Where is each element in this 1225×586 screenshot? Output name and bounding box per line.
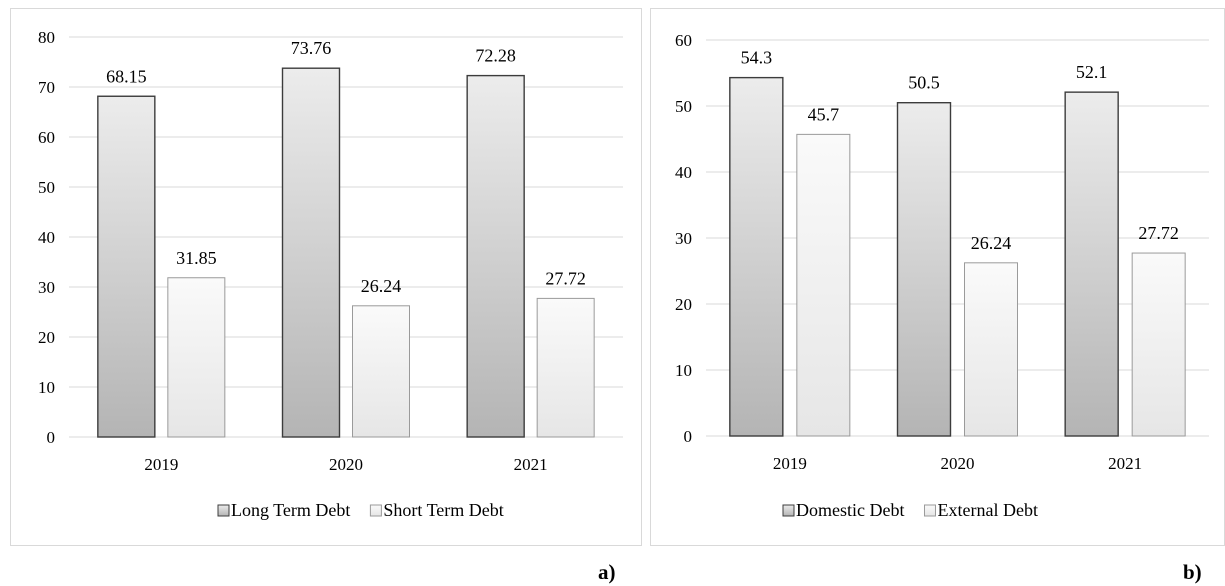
y-tick-label: 20 [675,295,692,314]
y-tick-label: 0 [47,428,56,447]
bar-long-term-debt-2021 [466,74,525,438]
data-label: 31.85 [176,248,217,268]
bar-domestic-debt-2020 [896,101,952,437]
legend-swatch [217,504,230,517]
x-tick-label: 2021 [1108,454,1142,473]
bar-short-term-debt-2020 [352,305,410,438]
y-tick-label: 30 [675,229,692,248]
y-tick-label: 10 [675,361,692,380]
data-label: 50.5 [908,73,940,93]
bar-external-debt-2019 [796,133,851,437]
y-tick-label: 30 [38,278,55,297]
chart-a: 0 10 20 30 40 50 60 70 80 68.15 31.85 2019 73.76 26.2… [38,28,623,520]
y-tick-label: 60 [38,128,55,147]
legend-label: Long Term Debt [231,500,350,520]
x-tick-label: 2019 [773,454,807,473]
bar-external-debt-2020 [964,262,1018,437]
data-label: 26.24 [971,233,1012,253]
y-tick-label: 50 [38,178,55,197]
bar-domestic-debt-2019 [729,76,784,437]
x-tick-label: 2020 [329,455,363,474]
x-tick-label: 2020 [941,454,975,473]
y-tick-label: 40 [38,228,55,247]
data-label: 73.76 [291,38,332,58]
panel-label-a: a) [598,560,616,584]
data-label: 68.15 [106,66,147,86]
legend-swatch [782,504,795,517]
legend-swatch [369,504,382,517]
bar-long-term-debt-2020 [281,67,341,438]
legend-label: Short Term Debt [383,500,503,520]
y-tick-label: 50 [675,97,692,116]
chart-a-panel: 0 10 20 30 40 50 60 70 80 68.15 31.85 2019 73.76 26.2… [10,8,642,546]
y-tick-label: 0 [684,427,693,446]
bar-domestic-debt-2021 [1064,91,1119,437]
bar-short-term-debt-2021 [536,297,595,438]
data-label: 54.3 [741,48,773,68]
y-tick-label: 60 [675,31,692,50]
data-label: 27.72 [545,268,586,288]
y-tick-label: 40 [675,163,692,182]
legend-swatch [923,504,936,517]
legend-label: Domestic Debt [796,500,904,520]
y-tick-label: 80 [38,28,55,47]
bar-external-debt-2021 [1131,252,1186,437]
data-label: 45.7 [808,104,840,124]
y-tick-label: 70 [38,78,55,97]
data-label: 52.1 [1076,62,1108,82]
chart-b: 0 10 20 30 40 50 60 54.3 45.7 2019 50.5 26.24 2020 52… [675,31,1209,520]
data-label: 26.24 [361,276,402,296]
x-tick-label: 2021 [514,455,548,474]
y-tick-label: 20 [38,328,55,347]
data-label: 72.28 [475,46,516,66]
panel-label-b: b) [1183,560,1202,584]
data-label: 27.72 [1138,223,1179,243]
chart-b-panel: 0 10 20 30 40 50 60 54.3 45.7 2019 50.5 26.24 2020 52… [650,8,1225,546]
legend-label: External Debt [937,500,1037,520]
x-tick-label: 2019 [144,455,178,474]
bar-short-term-debt-2019 [167,277,226,438]
bar-long-term-debt-2019 [97,95,156,438]
y-tick-label: 10 [38,378,55,397]
